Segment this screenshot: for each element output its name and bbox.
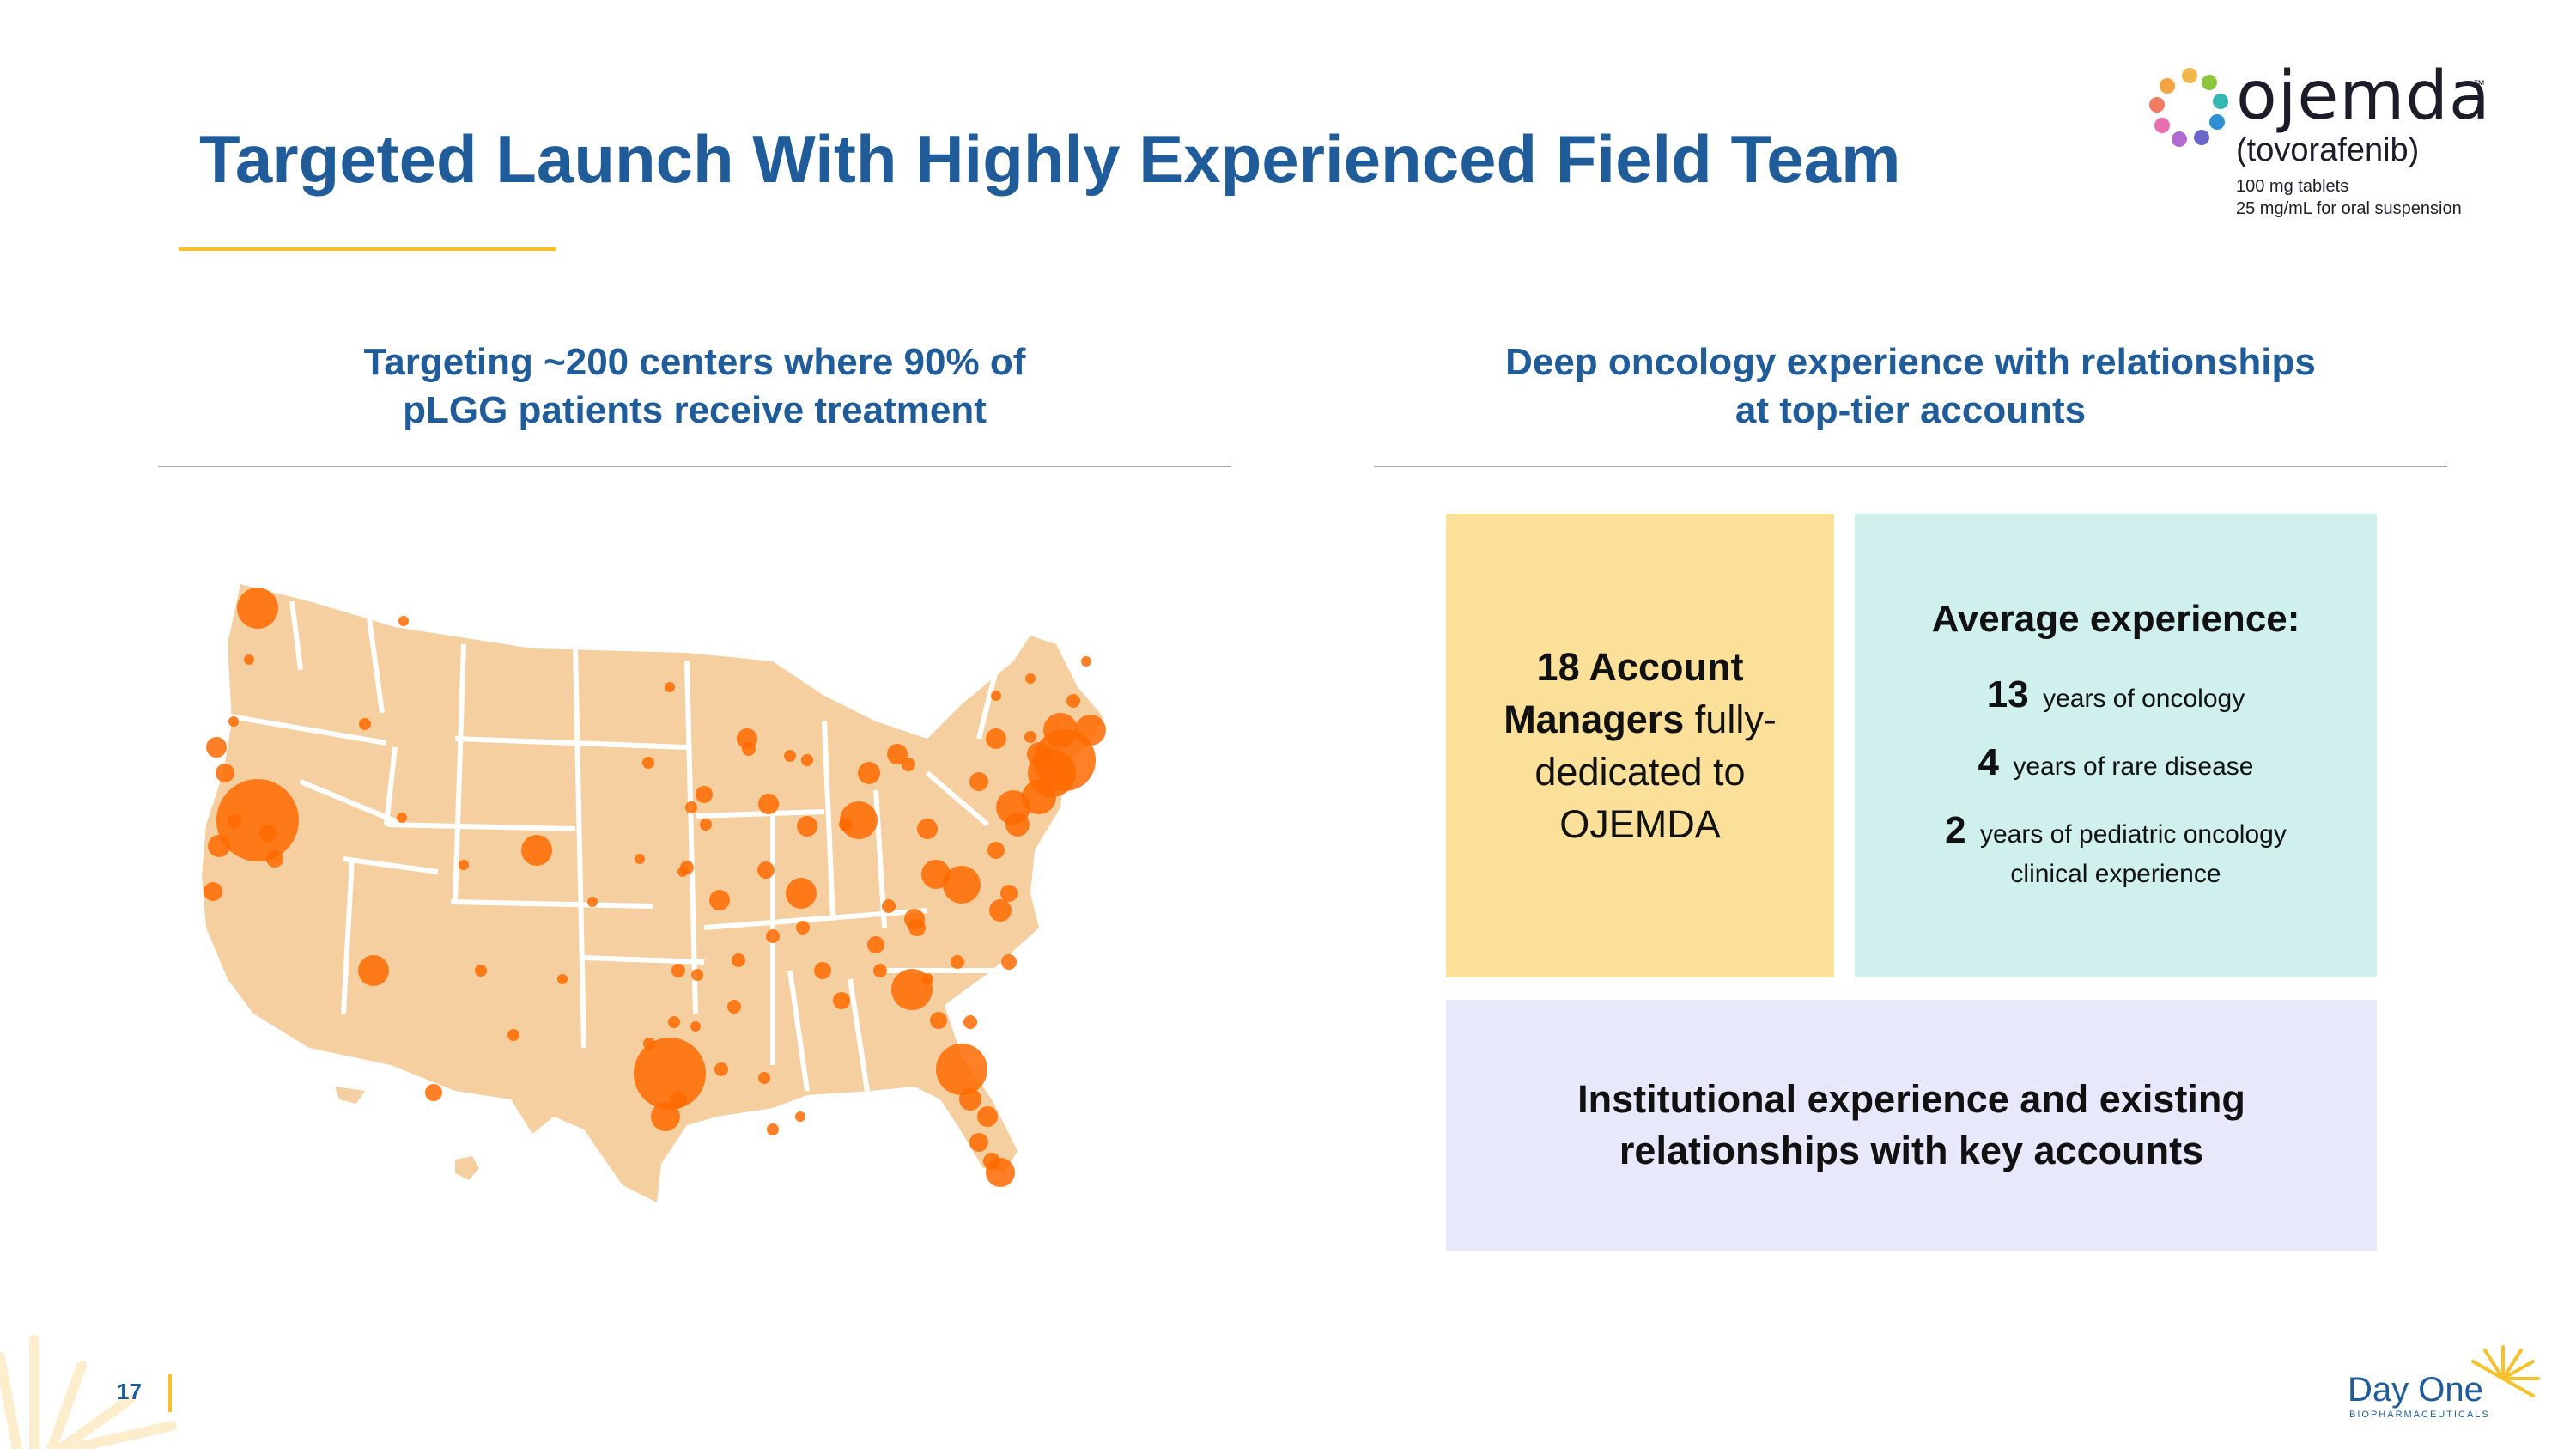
dose-line-tablets: 100 mg tablets xyxy=(2236,177,2349,196)
stat-pediatric-value: 2 xyxy=(1945,808,1966,851)
day-one-logo: Day One BIOPHARMACEUTICALS xyxy=(2336,1340,2542,1426)
account-managers-description: fully-dedicated to OJEMDA xyxy=(1534,697,1777,846)
stat-rare-disease: 4 years of rare disease xyxy=(1978,740,2254,787)
stat-pediatric-oncology: 2 years of pediatric oncology clinical e… xyxy=(1945,808,2287,894)
dose-line-suspension: 25 mg/mL for oral suspension xyxy=(2236,199,2462,218)
ojemda-brand-name: ojemda xyxy=(2236,58,2491,135)
stat-oncology-value: 13 xyxy=(1986,673,2029,715)
stat-rare-disease-value: 4 xyxy=(1978,740,1999,783)
page-number-bar xyxy=(168,1374,172,1412)
us-centers-map xyxy=(202,584,1106,1202)
center-dots xyxy=(204,588,1106,1187)
day-one-subtitle: BIOPHARMACEUTICALS xyxy=(2349,1409,2490,1420)
average-experience-title: Average experience: xyxy=(1931,597,2300,640)
institutional-experience-text: Institutional experience and existing re… xyxy=(1525,1074,2298,1177)
account-managers-card: 18 Account Managers fully-dedicated to O… xyxy=(1446,514,1834,977)
stat-oncology-label: years of oncology xyxy=(2043,684,2245,713)
right-heading-line-1: Deep oncology experience with relationsh… xyxy=(1505,341,2316,383)
sunburst-decoration xyxy=(0,1335,177,1449)
left-heading-line-1: Targeting ~200 centers where 90% of xyxy=(363,341,1026,383)
stat-pediatric-label: years of pediatric oncology xyxy=(1979,819,2287,849)
generic-name: (tovorafenib) xyxy=(2236,132,2420,168)
slide-title: Targeted Launch With Highly Experienced … xyxy=(199,121,1901,197)
state-borders xyxy=(210,600,999,1092)
account-managers-text: 18 Account Managers fully-dedicated to O… xyxy=(1477,641,1803,850)
sun-icon xyxy=(2471,1345,2540,1397)
stat-oncology: 13 years of oncology xyxy=(1986,673,2245,719)
account-managers-count: 18 Account Managers xyxy=(1504,645,1744,741)
stat-rare-disease-label: years of rare disease xyxy=(2013,752,2254,781)
institutional-line-1: Institutional experience and existing xyxy=(1577,1077,2245,1121)
ojemda-logo-icon xyxy=(2149,68,2228,147)
right-column-divider xyxy=(1374,466,2447,467)
left-heading-line-2: pLGG patients receive treatment xyxy=(403,389,987,431)
day-one-wordmark: Day One xyxy=(2348,1371,2483,1409)
institutional-line-2: relationships with key accounts xyxy=(1619,1129,2204,1172)
trademark-symbol: ™ xyxy=(2473,77,2485,91)
ojemda-logo: ojemda ™ (tovorafenib) 100 mg tablets 25… xyxy=(2147,58,2507,232)
page-number: 17 xyxy=(117,1379,142,1404)
left-column-heading: Targeting ~200 centers where 90% of pLGG… xyxy=(158,338,1231,441)
right-column-heading: Deep oncology experience with relationsh… xyxy=(1374,338,2447,441)
title-underline xyxy=(179,247,556,251)
right-heading-line-2: at top-tier accounts xyxy=(1735,389,2087,431)
average-experience-card: Average experience: 13 years of oncology… xyxy=(1855,514,2377,977)
us-map-shape xyxy=(202,584,1103,1202)
stat-pediatric-label-line-2: clinical experience xyxy=(2010,859,2221,888)
left-column-divider xyxy=(158,466,1231,467)
institutional-experience-card: Institutional experience and existing re… xyxy=(1446,1000,2377,1251)
